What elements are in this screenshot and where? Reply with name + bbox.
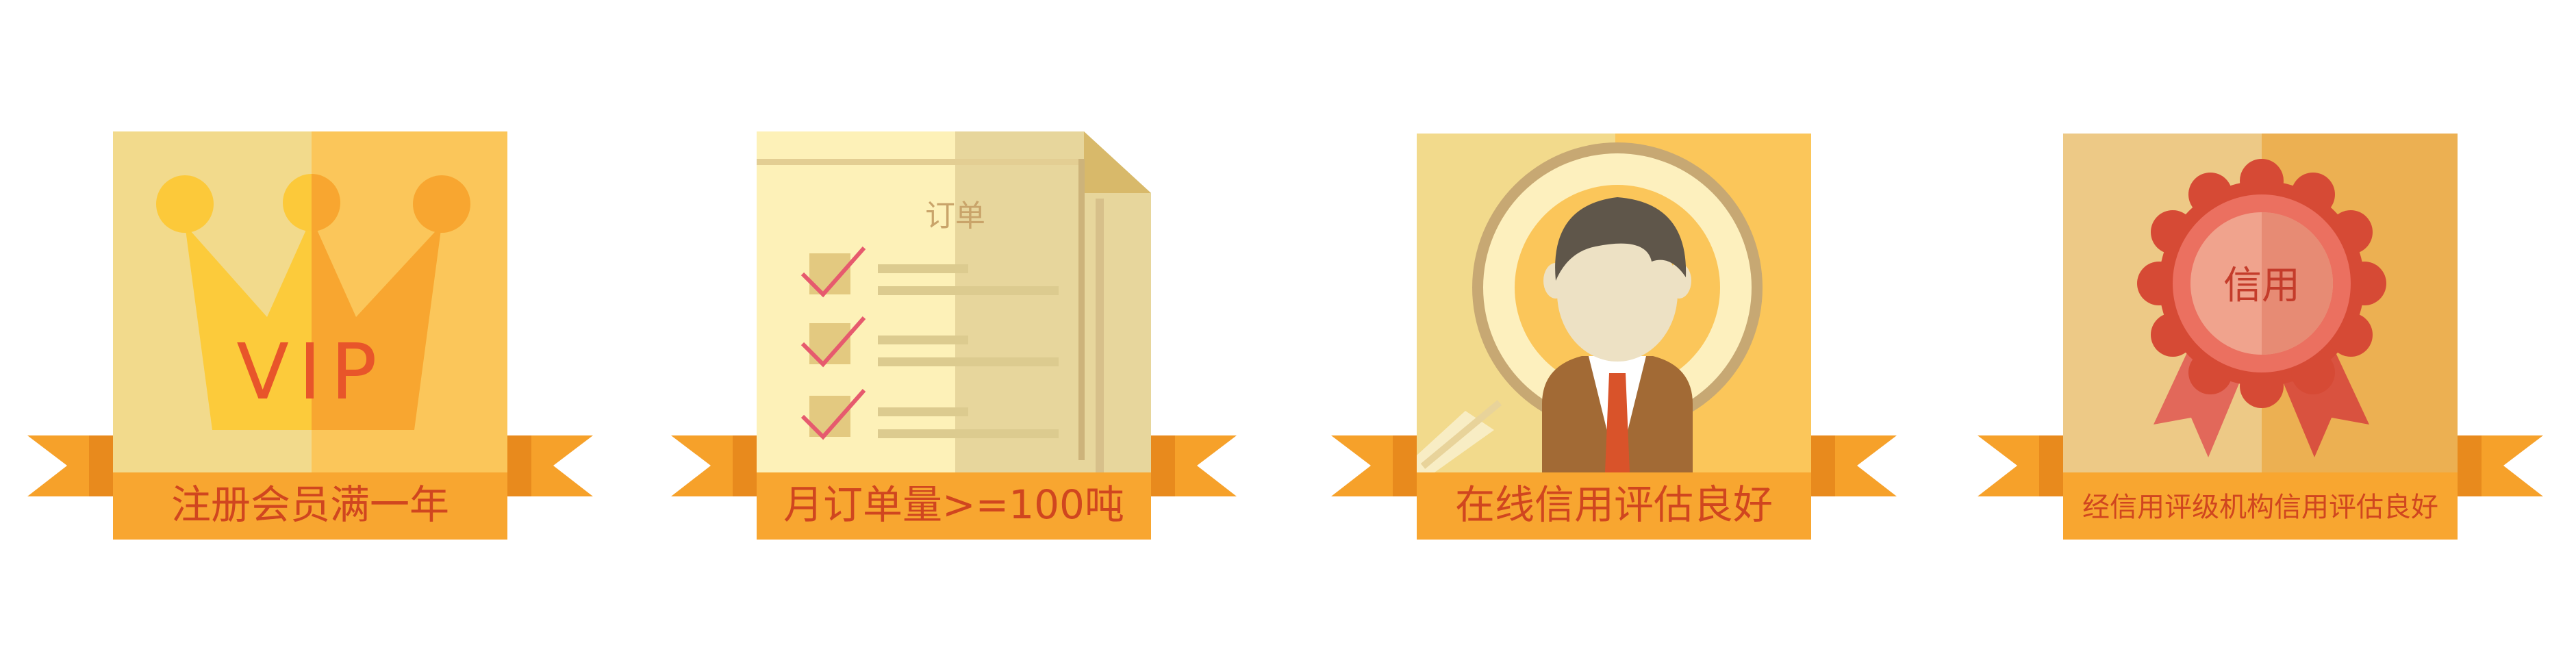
vip-label: VIP [236, 328, 386, 417]
vip-crown-icon [156, 174, 470, 430]
badge-online-credit: 在线信用评估良好 [1331, 134, 1897, 540]
order-document-icon [757, 131, 1151, 472]
person-avatar [1542, 197, 1693, 472]
checklist [800, 246, 1059, 440]
banner-text: 注册会员满一年 [171, 481, 449, 528]
ribbon-banner [2063, 472, 2458, 540]
ribbon-banner [1417, 472, 1811, 540]
badge-order: 订单 月订单量>=100吨 [671, 131, 1237, 540]
magnifier-person-icon [1417, 142, 1763, 472]
ribbon-tails [671, 435, 1237, 496]
order-doc-title: 订单 [925, 199, 985, 233]
ribbon-tails [1331, 435, 1897, 496]
credit-rosette-icon [2137, 159, 2386, 457]
ribbon-tails [27, 435, 593, 496]
banner-text: 在线信用评估良好 [1455, 481, 1773, 528]
ribbon-tails [1978, 435, 2543, 496]
badge-vip: VIP 注册会员满一年 [27, 131, 593, 540]
ribbon-banner [757, 472, 1151, 540]
seal [2137, 159, 2386, 408]
banner-text: 经信用评级机构信用评估良好 [2082, 492, 2438, 523]
ribbon-banner [113, 472, 507, 540]
badge-rated-credit: 信用 经信用评级机构信用评估良好 [1978, 134, 2543, 540]
seal-text: 信用 [2223, 264, 2300, 308]
banner-text: 月订单量>=100吨 [783, 481, 1124, 528]
